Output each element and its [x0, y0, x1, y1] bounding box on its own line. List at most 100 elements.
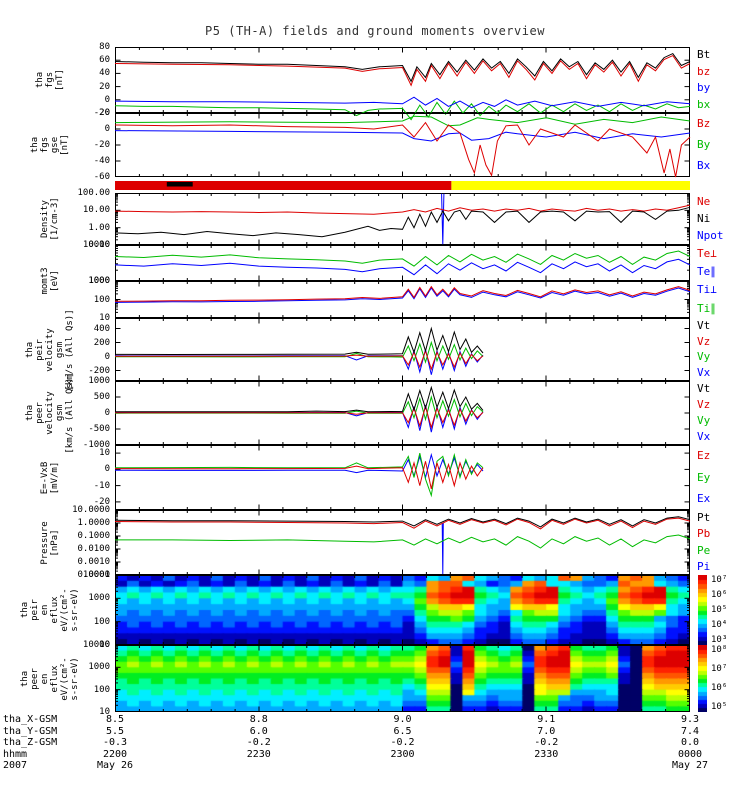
specpeer-ytick-label: 10 — [99, 707, 110, 717]
pressure-ytick-label: 0.1000 — [77, 531, 110, 541]
density-plotbox — [114, 193, 691, 245]
panel-region-bar — [0, 181, 750, 190]
xaxis-value: 9.0 — [393, 714, 412, 725]
fgsgse-ytick-label: -20 — [93, 140, 110, 150]
xaxis-value: -0.3 — [102, 737, 128, 748]
pressure-series-Pt — [114, 516, 691, 528]
xaxis-row-label: 2007 — [3, 760, 28, 771]
density-ytick-label: 100.00 — [77, 188, 110, 198]
xaxis-value: 9.1 — [537, 714, 556, 725]
density-legend-Ni: Ni — [697, 212, 711, 225]
fgs-ytick-label: 0 — [104, 94, 110, 105]
fgs-series-bz — [114, 54, 691, 87]
specpeir-ytick-label: 10 — [99, 640, 110, 650]
vpeir-legend-Vy: Vy — [697, 350, 711, 364]
tempsbot-series-Te_perp — [114, 285, 691, 302]
vpeir-legend-Vz: Vz — [697, 334, 711, 348]
fgs-ytick-label: 80 — [99, 42, 110, 52]
xaxis-value: 5.5 — [105, 725, 125, 737]
vpeer-legend-Vy: Vy — [697, 414, 711, 427]
xaxis-value: 6.5 — [393, 725, 412, 737]
fgsgse-ytick-label: 0 — [104, 124, 110, 134]
tempsbot-ytick-label: 100 — [93, 294, 110, 305]
specpeer-ytick-label: 1000 — [88, 662, 110, 673]
vpeer-legend-Vx: Vx — [697, 430, 711, 443]
panel-temperature-upper: momt3 [eV] 10000 1000 Te⊥ Te∥ — [0, 240, 750, 295]
tempstop-legend-Te⊥: Te⊥ — [697, 247, 717, 260]
specpeer-colorbar-label: 10⁸ — [711, 645, 728, 655]
fgs-legend-Bt: Bt — [697, 48, 711, 62]
xaxis-value: 2330 — [534, 748, 559, 760]
panel-electron-spectrogram: tha peer en eflux eV/(cm²- s-sr-eV) 10000… — [0, 640, 750, 717]
panel-fgs-gse-field: tha fgs gse [nT] 20 0 -20 -40 -60 Bz By Bx — [0, 108, 750, 182]
pressure-series-Pi — [441, 522, 444, 575]
specpeir-colorbar-label: 10⁵ — [711, 605, 728, 615]
vpeer-ytick-label: -500 — [88, 424, 110, 434]
density-series-Npot — [441, 193, 445, 245]
fgs-ytick-label: 20 — [99, 81, 110, 92]
vpeir-ytick-label: 0 — [104, 351, 110, 362]
efield-series-Ez — [114, 461, 484, 490]
pressure-ytick-label: 0.0001 — [77, 570, 110, 580]
regionbar-bar — [115, 181, 690, 190]
tempsbot-plotbox — [114, 281, 691, 318]
figure-title: P5 (TH-A) fields and ground moments over… — [205, 24, 545, 38]
tempsbot-ytick-label: 1000 — [88, 276, 110, 286]
pressure-legend-Pi: Pi — [697, 559, 711, 573]
efield-legend-Ey: Ey — [697, 470, 711, 484]
density-legend-Npot: Npot — [697, 229, 724, 243]
density-ytick-label: 10.00 — [82, 205, 110, 216]
pressure-legend-Pt: Pt — [697, 511, 711, 525]
density-ytick-label: 0.10 — [88, 240, 110, 250]
specpeir-plotbox — [115, 575, 690, 645]
fgsgse-ytick-label: -40 — [93, 156, 110, 166]
specpeer-ytick-label: 10000 — [82, 640, 110, 650]
vpeer-ytick-label: 0 — [104, 408, 110, 418]
specpeer-ytick-label: 100 — [93, 684, 110, 695]
fgsgse-ytick-label: -60 — [93, 172, 110, 182]
efield-series-Ey — [114, 452, 484, 498]
fgsgse-legend-Bx: Bx — [697, 159, 711, 173]
vpeer-legend-Vz: Vz — [697, 398, 711, 411]
fgs-ytick-label: 40 — [99, 68, 110, 79]
xaxis-value: -0.2 — [246, 737, 271, 748]
xaxis-value: May 26 — [96, 760, 134, 771]
efield-ytick-label: 10 — [99, 448, 110, 459]
vpeir-plotbox — [114, 318, 690, 381]
efield-ytick-label: -20 — [93, 496, 110, 507]
tempstop-ytick-label: 10000 — [82, 240, 110, 250]
fgs-series-bx — [114, 100, 691, 121]
specpeir-ytick-label: 1000 — [88, 593, 110, 604]
pressure-ytick-label: 0.0100 — [77, 544, 110, 554]
xaxis-row-label: tha_Y-GSM — [3, 725, 58, 737]
fgs-series-by — [114, 96, 691, 109]
vpeir-legend-Vx: Vx — [697, 366, 711, 380]
specpeir-ytick-label: 10000 — [82, 570, 110, 580]
fgsgse-series-By — [114, 115, 691, 127]
xaxis-value: -0.2 — [390, 737, 415, 748]
specpeer-colorbar — [698, 645, 707, 712]
specpeir-colorbar-label: 10⁴ — [711, 620, 728, 630]
efield-plotbox — [114, 445, 690, 510]
specpeir-colorbar-label: 10³ — [711, 635, 728, 645]
vpeir-ytick-label: 400 — [93, 323, 110, 334]
fgs-legend-bz: bz — [697, 64, 711, 78]
specpeer-plotbox — [115, 645, 690, 712]
panel-fgs-field: tha fgs [nT] 80 60 40 20 0 -20 Bt bz by bx — [0, 42, 750, 121]
tempstop-plotbox — [114, 245, 691, 281]
efield-legend-Ex: Ex — [697, 492, 711, 506]
vpeir-series-Vz — [115, 349, 484, 371]
vpeer-legend-Vt: Vt — [697, 382, 711, 395]
pressure-ytick-label: 10.0000 — [72, 505, 110, 515]
tempsbot-series-Te_para — [114, 287, 691, 303]
pressure-series-Pb — [114, 517, 691, 530]
specpeir-colorbar-label: 10⁷ — [711, 575, 728, 585]
specpeir-colorbar — [698, 575, 707, 645]
vpeir-legend-Vt: Vt — [697, 318, 711, 332]
panel-electron-velocity: tha peer velocity gsm [km/s (All Qs)] 100… — [0, 372, 750, 453]
panel-ion-velocity: tha peir velocity gsm [km/s (All Qs)] 400… — [0, 309, 750, 390]
tempsbot-ytick-label: 10 — [99, 313, 110, 323]
xaxis-value: 8.8 — [249, 714, 268, 725]
tempsbot-legend-Ti⊥: Ti⊥ — [697, 283, 717, 297]
xaxis-value: 7.0 — [537, 725, 556, 737]
